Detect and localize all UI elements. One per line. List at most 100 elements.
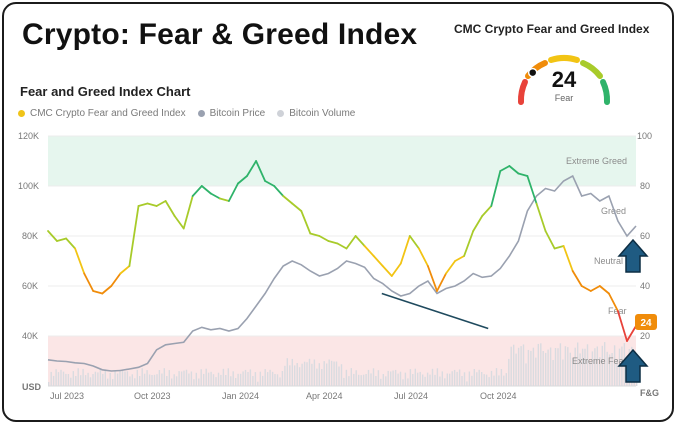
volume-bar [574,347,576,386]
y-tick-left-40k: 40K [22,331,38,341]
volume-bar [198,378,200,386]
volume-bar [397,373,399,386]
series-fear-greed-segment [92,290,104,295]
arrow-up-icon [617,348,649,383]
volume-bar [247,372,249,386]
series-fear-greed-segment [255,160,267,182]
volume-bar [284,365,286,386]
volume-bar [323,361,325,386]
series-fear-greed-segment [300,210,312,235]
volume-bar [52,375,55,386]
volume-bar [296,363,298,386]
volume-bar [419,371,421,386]
series-fear-greed-segment [499,165,511,172]
volume-bar [116,373,119,386]
series-fear-greed-segment [490,170,502,207]
volume-bar [453,369,456,386]
trendline-annotation [381,292,489,330]
volume-bar [153,374,156,386]
series-fear-greed-segment [472,215,484,232]
volume-bar [65,373,67,386]
chart-title: Fear and Greed Index Chart [20,84,191,99]
volume-bar [569,352,571,386]
series-fear-greed-segment [309,232,321,237]
y-tick-left-60k: 60K [22,281,38,291]
y-axis-unit-fg: F&G [640,388,659,398]
volume-bar [572,357,574,386]
series-fear-greed-segment [508,165,520,175]
series-fear-greed-segment [191,185,203,197]
series-fear-greed-segment [381,265,393,277]
series-fear-greed-segment [119,265,131,275]
volume-bar [72,371,74,386]
series-fear-greed-segment [282,195,294,205]
volume-bar [434,374,436,386]
volume-bar [212,374,215,386]
gauge-seg-fear [525,60,548,79]
volume-bar [409,369,412,386]
volume-bar [426,372,429,386]
volume-bar [407,378,409,386]
series-fear-greed-segment [426,265,438,292]
series-fear-greed-segment [101,285,113,295]
volume-bar [537,343,539,386]
volume-bar [522,344,525,386]
series-fear-greed-segment [74,247,86,275]
volume-bar [148,374,151,386]
series-fear-greed-segment [273,185,285,197]
volume-bar [114,371,116,386]
volume-bar [183,370,185,386]
volume-bar [493,375,495,386]
legend-item-fear-greed[interactable]: CMC Crypto Fear and Greed Index [18,108,186,119]
volume-bar [466,381,468,386]
gauge: 24 Fear [517,55,611,105]
legend-dot-bitcoin-price [197,110,205,117]
series-fear-greed-segment [598,285,610,295]
legend-item-bitcoin-volume[interactable]: Bitcoin Volume [277,108,355,119]
volume-bar [338,366,340,386]
volume-bar [589,362,591,386]
volume-bar [102,373,104,386]
volume-bar [601,345,603,386]
series-fear-greed-segment [372,255,384,267]
series-fear-greed-segment [408,235,420,250]
volume-bar [55,369,57,386]
volume-bar [134,378,136,386]
volume-bar [87,372,89,386]
series-fear-greed-segment [65,237,76,250]
volume-bar [520,346,522,386]
volume-bar [340,364,343,386]
volume-bar [517,347,520,386]
volume-bar [478,369,480,386]
series-fear-greed-segment [417,247,429,267]
gauge-title: CMC Crypto Fear and Greed Index [454,22,650,36]
volume-bar [577,342,579,386]
volume-bar [217,372,220,386]
gauge-seg-extreme-greed [600,79,611,105]
x-tick-jul-2024: Jul 2024 [394,391,428,401]
legend-label-fear-greed: CMC Crypto Fear and Greed Index [30,108,186,119]
volume-bar [495,368,498,386]
volume-bar [414,368,416,386]
series-fear-greed-segment [580,285,592,292]
series-fear-greed-segment [399,235,411,265]
volume-bar [175,376,178,386]
series-fear-greed-segment [544,230,556,250]
volume-bar [441,371,443,386]
volume-bar [503,375,505,386]
volume-bar [390,371,392,386]
legend-item-bitcoin-price[interactable]: Bitcoin Price [197,108,265,119]
volume-bar [303,361,306,386]
volume-bar [173,374,175,386]
volume-bar [326,363,328,386]
volume-bar [444,378,446,386]
page-title: Crypto: Fear & Greed Index [22,18,418,51]
volume-bar [547,349,549,386]
volume-bar [483,374,485,386]
volume-bar [274,374,276,386]
y-tick-right-60: 60 [640,231,650,241]
volume-bar [151,375,153,386]
volume-bar [335,361,338,386]
volume-bar [168,370,170,386]
series-fear-greed-segment [318,235,330,242]
